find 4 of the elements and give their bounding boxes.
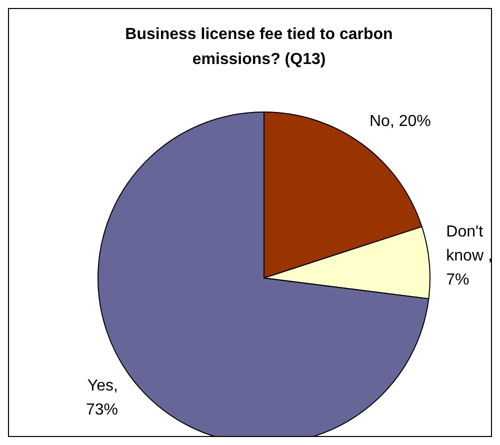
slice-label: No, 20%: [370, 112, 431, 130]
chart-title: Business license fee tied to carbon emissions? (Q13): [125, 26, 393, 68]
slice-label: Don't know , 7%: [446, 222, 492, 288]
slice-label: Yes, 73%: [86, 376, 118, 418]
